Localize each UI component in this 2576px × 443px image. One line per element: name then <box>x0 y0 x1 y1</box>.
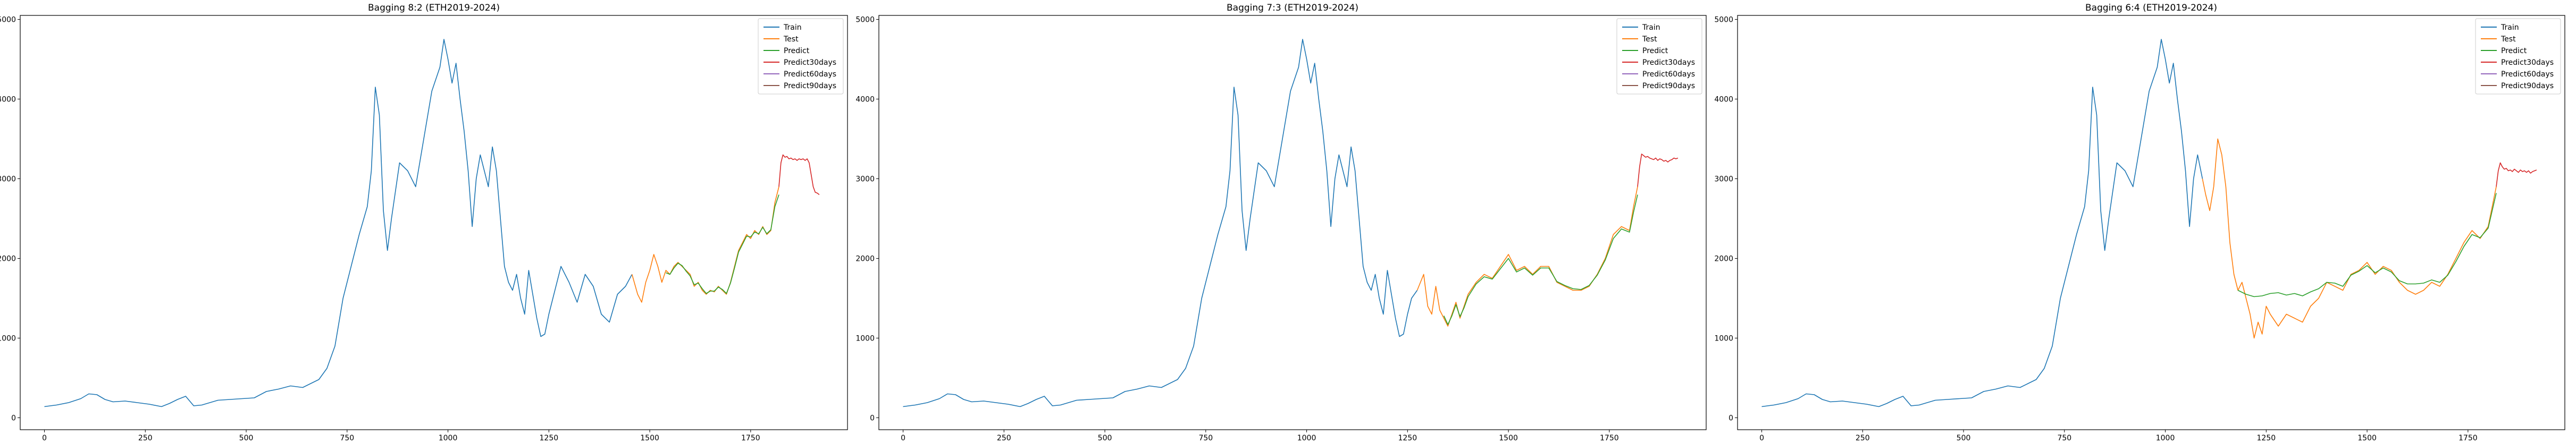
y-tick-label: 2000 <box>1714 255 1733 263</box>
x-tick-label: 1250 <box>2257 434 2276 442</box>
y-tick-label: 1000 <box>0 335 16 343</box>
x-tick-label: 1250 <box>540 434 559 442</box>
legend-label: Predict <box>784 47 810 55</box>
legend-label: Train <box>2501 23 2519 32</box>
series-line-predict <box>2237 193 2497 297</box>
chart-title: Bagging 8:2 (ETH2019-2024) <box>368 3 500 13</box>
chart-panel-2: Bagging 7:3 (ETH2019-2024) 0 250 500 750 1000… <box>855 0 1717 443</box>
y-tick-label: 5000 <box>855 16 875 24</box>
legend-box <box>758 18 844 95</box>
y-tick-label: 4000 <box>855 96 875 104</box>
series-line-train <box>903 39 1418 407</box>
x-tick-label: 0 <box>42 434 47 442</box>
x-tick-label: 1000 <box>439 434 458 442</box>
y-tick-label: 0 <box>11 414 16 423</box>
legend-label: Predict30days <box>1642 58 1695 67</box>
y-tick-label: 2000 <box>0 255 16 263</box>
series-line-predict <box>666 194 779 294</box>
series-line-predict30days <box>1637 154 1679 187</box>
x-tick-label: 1500 <box>640 434 659 442</box>
series-line-test <box>631 186 779 303</box>
x-tick-label: 250 <box>138 434 153 442</box>
y-tick-label: 2000 <box>855 255 875 263</box>
x-tick-label: 750 <box>340 434 354 442</box>
series-line-predict30days <box>2496 162 2537 187</box>
x-tick-label: 0 <box>901 434 905 442</box>
axes-frame <box>878 15 1707 430</box>
y-tick-label: 3000 <box>0 175 16 184</box>
series-line-test <box>2202 138 2497 339</box>
chart-panel-3: Bagging 6:4 (ETH2019-2024) 0 250 500 750 1000… <box>1714 0 2576 443</box>
chart-panel-1: Bagging 8:2 (ETH2019-2024) 0 250 500 750 1000… <box>0 0 859 443</box>
y-tick-label: 4000 <box>1714 96 1733 104</box>
legend-label: Predict90days <box>2501 82 2554 90</box>
legend-label: Predict <box>1642 47 1668 55</box>
x-tick-label: 500 <box>1957 434 1971 442</box>
series-line-train <box>44 39 633 407</box>
chart-1-svg: Bagging 8:2 (ETH2019-2024) 0 250 500 750 1000… <box>0 3 848 442</box>
chart-title: Bagging 7:3 (ETH2019-2024) <box>1227 3 1358 13</box>
axes-frame <box>20 15 848 430</box>
legend-label: Predict <box>2501 47 2527 55</box>
chart-3-svg: Bagging 6:4 (ETH2019-2024) 0 250 500 750 1000… <box>1714 3 2565 442</box>
legend-label: Test <box>2501 35 2516 44</box>
y-tick-label: 5000 <box>1714 16 1733 24</box>
legend-label: Predict90days <box>784 82 836 90</box>
y-tick-label: 1000 <box>855 335 875 343</box>
legend-label: Predict60days <box>784 70 836 79</box>
y-tick-label: 0 <box>870 414 875 423</box>
x-tick-label: 500 <box>239 434 254 442</box>
legend-label: Predict30days <box>784 58 836 67</box>
legend-label: Test <box>1642 35 1657 44</box>
x-tick-label: 500 <box>1098 434 1112 442</box>
x-tick-label: 1500 <box>1499 434 1518 442</box>
y-tick-label: 0 <box>1728 414 1733 423</box>
legend-label: Predict60days <box>1642 70 1695 79</box>
x-tick-label: 1500 <box>2357 434 2377 442</box>
legend-label: Test <box>783 35 799 44</box>
y-tick-label: 1000 <box>1714 335 1733 343</box>
x-tick-label: 1000 <box>2156 434 2175 442</box>
x-tick-label: 250 <box>997 434 1011 442</box>
series-line-train <box>1761 39 2203 407</box>
legend-label: Train <box>783 23 802 32</box>
x-tick-label: 750 <box>1198 434 1213 442</box>
legend-label: Train <box>1642 23 1660 32</box>
chart-title: Bagging 6:4 (ETH2019-2024) <box>2085 3 2217 13</box>
x-tick-label: 1750 <box>741 434 760 442</box>
y-tick-label: 4000 <box>0 96 16 104</box>
x-tick-label: 1750 <box>2458 434 2478 442</box>
x-tick-label: 0 <box>1759 434 1764 442</box>
legend-label: Predict30days <box>2501 58 2554 67</box>
y-tick-label: 3000 <box>1714 175 1733 184</box>
x-tick-label: 1250 <box>1398 434 1417 442</box>
y-tick-label: 5000 <box>0 16 16 24</box>
x-tick-label: 1000 <box>1297 434 1316 442</box>
x-tick-label: 750 <box>2057 434 2071 442</box>
chart-2-svg: Bagging 7:3 (ETH2019-2024) 0 250 500 750 1000… <box>855 3 1707 442</box>
legend-label: Predict60days <box>2501 70 2554 79</box>
axes-frame <box>1737 15 2565 430</box>
legend-box <box>2475 18 2561 95</box>
series-line-predict <box>1443 194 1638 325</box>
x-tick-label: 1750 <box>1600 434 1619 442</box>
series-line-predict30days <box>778 154 820 195</box>
series-line-test <box>1416 186 1638 327</box>
x-tick-label: 250 <box>1856 434 1870 442</box>
legend-box <box>1616 18 1702 95</box>
legend-label: Predict90days <box>1642 82 1695 90</box>
y-tick-label: 3000 <box>855 175 875 184</box>
